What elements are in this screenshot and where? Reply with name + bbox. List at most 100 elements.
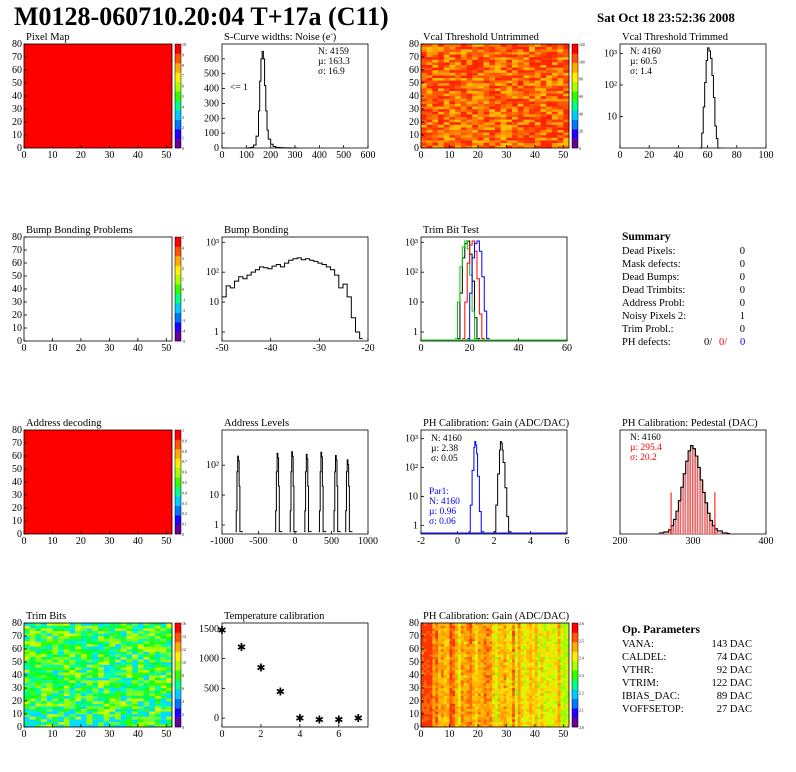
heatmap-cell: [154, 656, 161, 660]
heatmap-cell: [495, 716, 499, 720]
palette-label: 2.5: [579, 639, 584, 643]
heatmap-cell: [29, 628, 36, 631]
heatmap-cell: [523, 135, 530, 138]
heatmap-cell: [58, 641, 65, 644]
heatmap-cell: [86, 721, 93, 725]
heatmap-cell: [103, 628, 110, 631]
heatmap-cell: [41, 701, 47, 704]
heatmap-cell: [551, 116, 558, 120]
heatmap-cell: [469, 721, 473, 725]
heatmap-cell: [160, 633, 167, 637]
heatmap-cell: [446, 669, 450, 673]
palette-label: -3: [182, 319, 185, 323]
heatmap-cell: [512, 623, 516, 626]
heatmap-cell: [543, 641, 547, 644]
heatmap-cell: [421, 62, 427, 65]
heatmap-cell: [477, 80, 484, 84]
heatmap-cell: [477, 664, 481, 668]
heatmap-cell: [446, 724, 450, 728]
heatmap-cell: [63, 675, 70, 678]
heatmap-cell: [506, 85, 513, 89]
heatmap-cell: [557, 64, 564, 68]
heatmap-cell: [483, 98, 490, 102]
heatmap-cell: [166, 688, 173, 691]
heatmap-cell: [92, 682, 99, 686]
heatmap-cell: [534, 706, 538, 709]
heatmap-cell: [458, 690, 462, 694]
heatmap-cell: [466, 623, 470, 626]
heatmap-cell: [483, 685, 487, 689]
y-tick-label: 70: [409, 52, 419, 63]
heatmap-cell: [503, 708, 507, 712]
y-tick-label: 10: [12, 323, 22, 334]
heatmap-cell: [455, 85, 462, 89]
heatmap-cell: [529, 714, 533, 717]
heatmap-cell: [563, 633, 567, 637]
palette-cell: [175, 77, 181, 83]
heatmap-cell: [455, 70, 462, 73]
heatmap-cell: [438, 628, 442, 631]
heatmap-cell: [469, 664, 473, 668]
heatmap-cell: [523, 625, 527, 629]
heatmap-cell: [137, 719, 144, 722]
heatmap-cell: [469, 719, 473, 722]
heatmap-cell: [463, 669, 467, 673]
heatmap-cell: [497, 711, 501, 715]
ph-gain-title: PH Calibration: Gain (ADC/DAC): [423, 418, 570, 429]
x-tick-label: 200: [613, 536, 628, 547]
heatmap-cell: [566, 711, 570, 715]
heatmap-cell: [475, 711, 479, 715]
heatmap-cell: [486, 625, 490, 629]
heatmap-cell: [426, 59, 433, 63]
heatmap-cell: [477, 703, 481, 707]
palette-cell: [572, 689, 578, 695]
heatmap-cell: [52, 641, 59, 644]
heatmap-cell: [543, 724, 547, 728]
heatmap-cell: [540, 695, 544, 699]
heatmap-cell: [469, 698, 473, 702]
heatmap-cell: [492, 719, 496, 722]
heatmap-cell: [160, 708, 167, 712]
heatmap-cell: [489, 62, 496, 65]
heatmap-cell: [426, 93, 433, 97]
heatmap-cell: [500, 662, 504, 665]
heatmap-cell: [546, 90, 553, 94]
heatmap-cell: [438, 698, 442, 702]
heatmap-cell: [495, 135, 501, 138]
heatmap-cell: [24, 703, 30, 707]
heatmap-cell: [58, 659, 65, 663]
heatmap-cell: [517, 719, 521, 722]
stats-N: N: 4160: [431, 434, 462, 444]
heatmap-cell: [449, 88, 456, 91]
heatmap-cell: [103, 651, 110, 655]
heatmap-cell: [529, 649, 533, 652]
heatmap-cell: [46, 719, 53, 722]
heatmap-cell: [546, 124, 553, 128]
heatmap-cell: [512, 122, 518, 125]
heatmap-cell: [543, 682, 547, 686]
heatmap-cell: [486, 643, 490, 647]
x-tick-label: 600: [361, 150, 376, 161]
heatmap-cell: [466, 72, 473, 76]
heatmap-cell: [526, 630, 530, 634]
x-tick-label: 0: [419, 150, 424, 161]
heatmap-cell: [472, 103, 479, 107]
heatmap-cell: [517, 90, 524, 94]
heatmap-cell: [543, 672, 547, 676]
heatmap-cell: [529, 698, 533, 702]
heatmap-cell: [500, 119, 507, 123]
heatmap-cell: [549, 625, 553, 629]
palette-frame: [174, 236, 182, 342]
heatmap-cell: [532, 651, 536, 655]
heatmap-cell: [472, 651, 476, 655]
heatmap-cell: [423, 656, 427, 660]
heatmap-cell: [509, 714, 513, 717]
heatmap-cell: [109, 664, 116, 668]
heatmap-cell: [489, 106, 496, 110]
heatmap-cell: [500, 721, 504, 725]
heatmap-cell: [566, 636, 570, 639]
heatmap-cell: [472, 83, 479, 86]
heatmap-cell: [506, 667, 510, 670]
heatmap-cell: [166, 698, 173, 702]
heatmap-cell: [463, 724, 467, 728]
